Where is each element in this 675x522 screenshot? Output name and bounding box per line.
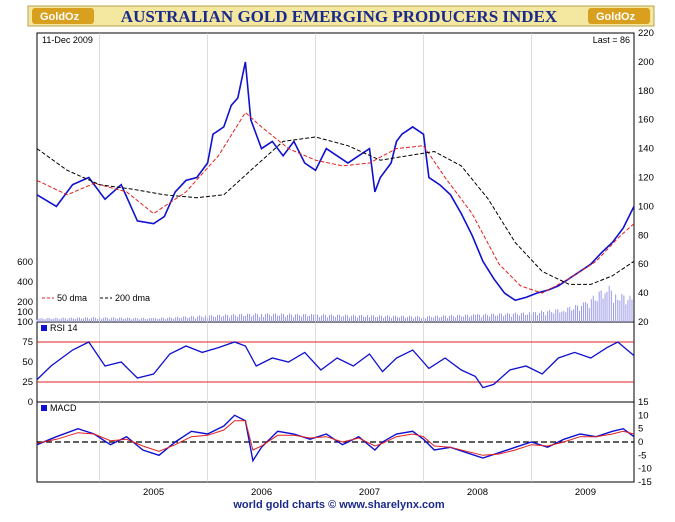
rsi-y-tick-50: 50 xyxy=(22,357,33,368)
x-tick-2005: 2005 xyxy=(143,487,164,498)
gridlines xyxy=(37,33,634,482)
price-panel-frame xyxy=(36,32,635,323)
x-tick-2007: 2007 xyxy=(359,487,380,498)
series-200-dma xyxy=(36,136,635,285)
macd-y-tick--15: -15 xyxy=(638,477,652,488)
last-value-label: Last = 86 xyxy=(593,35,630,45)
macd-y-tick-0: 0 xyxy=(638,437,643,448)
x-tick-2008: 2008 xyxy=(467,487,488,498)
macd-y-tick-10: 10 xyxy=(638,410,649,421)
footer-credit: world gold charts © www.sharelynx.com xyxy=(232,499,444,511)
macd-y-tick-15: 15 xyxy=(638,397,649,408)
price-y-tick-200: 200 xyxy=(638,57,654,68)
x-tick-2006: 2006 xyxy=(251,487,272,498)
macd-y-tick--5: -5 xyxy=(638,450,646,461)
legend-macd-swatch xyxy=(41,405,47,411)
legend-50dma-label: 50 dma xyxy=(57,293,87,303)
series-50-dma xyxy=(36,111,635,294)
rsi-y-tick-100: 100 xyxy=(17,317,33,328)
volume-y-tick-200: 200 xyxy=(17,297,33,308)
price-y-tick-60: 60 xyxy=(638,259,649,270)
price-y-tick-220: 220 xyxy=(638,28,654,39)
volume-y-tick-100: 100 xyxy=(17,307,33,318)
rsi-y-tick-0: 0 xyxy=(28,397,33,408)
logo-right-badge xyxy=(588,8,650,24)
tick-labels: 2005 2006 2007 2008 200920406080100120140160… xyxy=(17,28,654,498)
logo-right-text: GoldOz xyxy=(596,11,636,23)
series-price xyxy=(36,61,635,302)
volume-y-tick-600: 600 xyxy=(17,257,33,268)
logo-left-badge xyxy=(32,8,94,24)
price-y-tick-140: 140 xyxy=(638,144,654,155)
price-y-tick-180: 180 xyxy=(638,86,654,97)
chart-title: AUSTRALIAN GOLD EMERGING PRODUCERS INDEX xyxy=(121,7,558,26)
macd-y-tick--10: -10 xyxy=(638,464,652,475)
series-macd-macd xyxy=(36,414,635,463)
series-layer xyxy=(36,61,635,463)
rsi-y-tick-25: 25 xyxy=(22,377,33,388)
price-y-tick-160: 160 xyxy=(638,115,654,126)
logo-left-text: GoldOz xyxy=(40,11,80,23)
price-y-tick-20: 20 xyxy=(638,317,649,328)
logo-right: GoldOz xyxy=(588,8,650,24)
volume-layer xyxy=(36,285,633,322)
price-y-tick-80: 80 xyxy=(638,230,649,241)
price-y-tick-100: 100 xyxy=(638,201,654,212)
logo-left: GoldOz xyxy=(32,8,94,24)
price-y-tick-40: 40 xyxy=(638,288,649,299)
volume-y-tick-400: 400 xyxy=(17,277,33,288)
header-bar xyxy=(27,5,655,27)
rsi-legend: RSI 14 xyxy=(41,323,78,333)
legend-rsi-label: RSI 14 xyxy=(50,323,78,333)
macd-legend: MACD xyxy=(41,403,77,413)
x-tick-2009: 2009 xyxy=(575,487,596,498)
rsi-panel-frame xyxy=(36,321,635,403)
series-rsi xyxy=(36,341,635,389)
rsi-y-tick-75: 75 xyxy=(22,337,33,348)
date-label: 11-Dec 2009 xyxy=(42,35,93,45)
macd-y-tick-5: 5 xyxy=(638,424,643,435)
price-y-tick-120: 120 xyxy=(638,173,654,184)
legend-macd-label: MACD xyxy=(50,403,77,413)
legend-200dma-label: 200 dma xyxy=(115,293,150,303)
legend-rsi-swatch xyxy=(41,325,47,331)
price-legend: 50 dma 200 dma xyxy=(42,293,150,303)
series-macd-signal xyxy=(36,420,635,456)
